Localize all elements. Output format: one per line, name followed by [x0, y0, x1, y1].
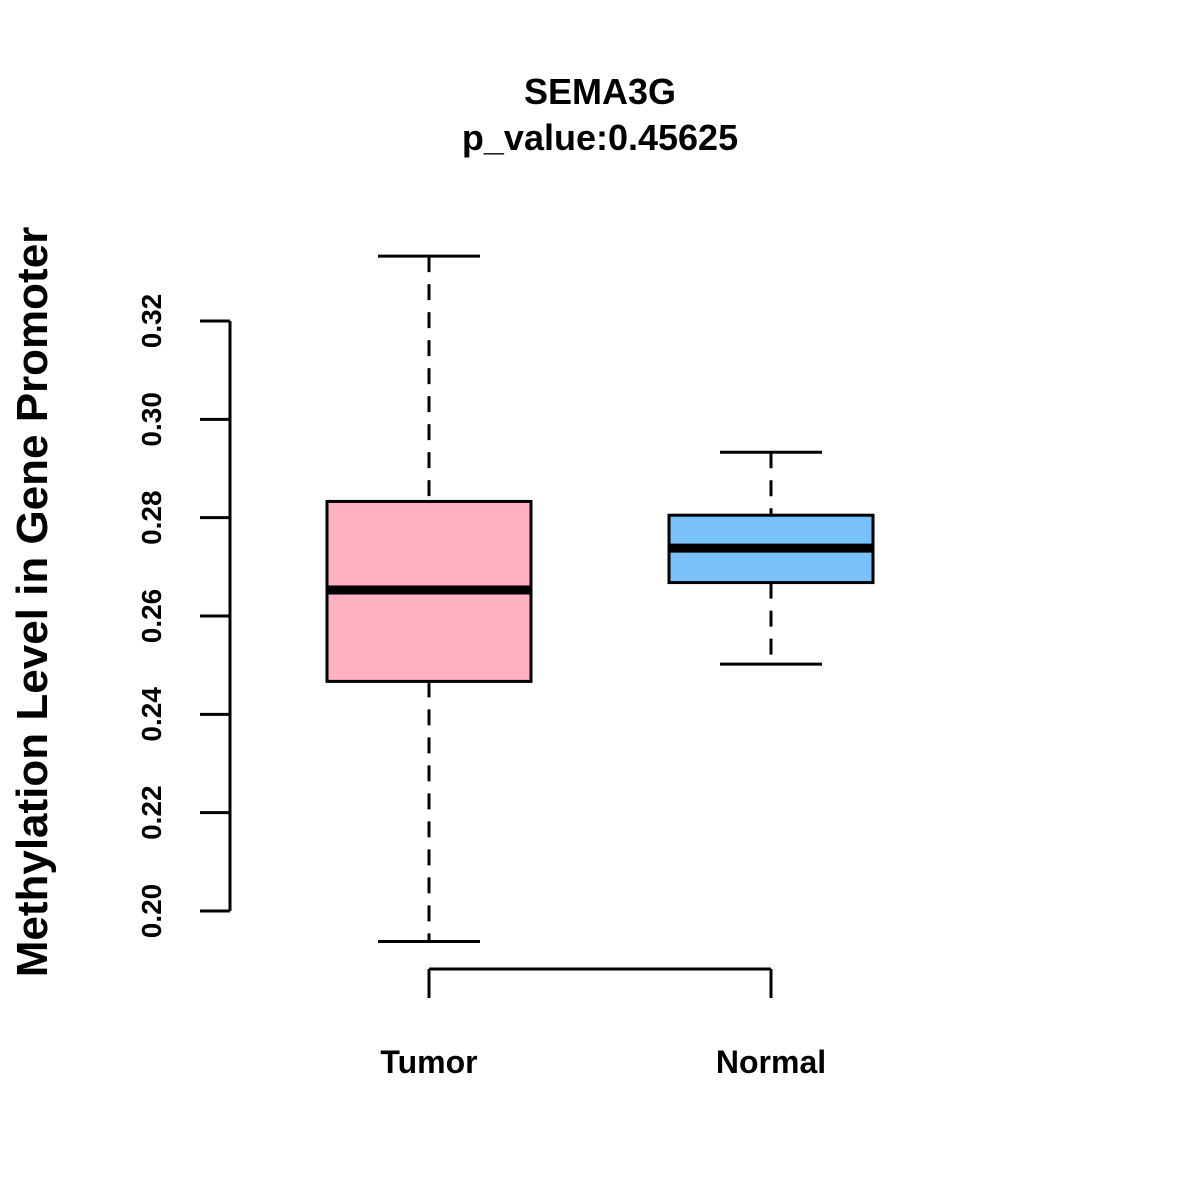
box-tumor: [325, 254, 533, 943]
y-tick-label: 0.32: [136, 294, 167, 349]
y-tick-label: 0.26: [136, 589, 167, 644]
y-axis-label: Methylation Level in Gene Promoter: [8, 227, 57, 978]
y-tick-label: 0.24: [136, 687, 167, 742]
y-tick-label: 0.20: [136, 884, 167, 939]
x-tick-label: Normal: [716, 1044, 826, 1080]
box-normal: [667, 450, 875, 666]
chart-title: SEMA3G: [524, 71, 676, 112]
y-tick-label: 0.28: [136, 490, 167, 545]
y-axis: 0.20 0.22 0.24 0.26 0.28 0.30 0.32: [136, 294, 232, 939]
y-tick-label: 0.30: [136, 392, 167, 447]
boxes-group: [325, 254, 875, 943]
x-tick-label: Tumor: [380, 1044, 477, 1080]
chart-subtitle: p_value:0.45625: [462, 117, 738, 158]
y-tick-label: 0.22: [136, 785, 167, 840]
x-axis: Tumor Normal: [380, 967, 826, 1080]
